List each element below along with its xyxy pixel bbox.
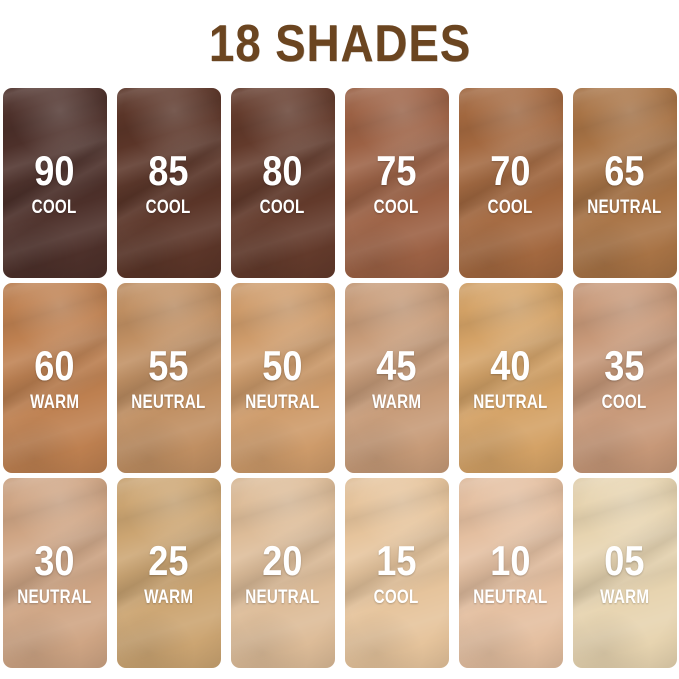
swatch-label-group: 60 WARM bbox=[24, 341, 85, 413]
shade-number: 10 bbox=[490, 536, 531, 584]
shade-number: 20 bbox=[262, 536, 303, 584]
swatch-label-group: 35 COOL bbox=[596, 341, 652, 413]
page-title: 18 SHADES bbox=[208, 15, 471, 73]
shade-undertone: COOL bbox=[260, 196, 305, 218]
shade-number: 05 bbox=[604, 536, 645, 584]
shade-undertone: WARM bbox=[29, 391, 80, 413]
swatch-color-fill bbox=[2, 283, 107, 473]
swatch-color-fill bbox=[458, 478, 563, 668]
shade-number: 80 bbox=[262, 146, 303, 194]
swatch-label-group: 40 NEUTRAL bbox=[464, 341, 557, 413]
shade-number: 65 bbox=[604, 146, 645, 194]
shade-swatch[interactable]: 30 NEUTRAL bbox=[2, 478, 107, 668]
shade-number: 85 bbox=[148, 146, 189, 194]
shade-number: 70 bbox=[490, 146, 531, 194]
shade-undertone: WARM bbox=[371, 391, 422, 413]
shade-swatch[interactable]: 35 COOL bbox=[572, 283, 677, 473]
shade-undertone: COOL bbox=[32, 196, 77, 218]
swatch-label-group: 70 COOL bbox=[482, 146, 538, 218]
swatch-color-fill bbox=[572, 478, 677, 668]
shade-swatch[interactable]: 65 NEUTRAL bbox=[572, 88, 677, 278]
shade-number: 55 bbox=[148, 341, 189, 389]
shade-swatch[interactable]: 05 WARM bbox=[572, 478, 677, 668]
shade-number: 15 bbox=[376, 536, 417, 584]
shade-swatch[interactable]: 60 WARM bbox=[2, 283, 107, 473]
shade-undertone: COOL bbox=[488, 196, 533, 218]
swatch-label-group: 50 NEUTRAL bbox=[236, 341, 329, 413]
shade-swatch[interactable]: 80 COOL bbox=[230, 88, 335, 278]
swatch-label-group: 20 NEUTRAL bbox=[236, 536, 329, 608]
swatch-label-group: 10 NEUTRAL bbox=[464, 536, 557, 608]
swatch-color-fill bbox=[572, 88, 677, 278]
swatch-color-fill bbox=[230, 88, 335, 278]
shade-number: 75 bbox=[376, 146, 417, 194]
swatch-label-group: 25 WARM bbox=[138, 536, 199, 608]
swatch-label-group: 55 NEUTRAL bbox=[122, 341, 215, 413]
shade-undertone: NEUTRAL bbox=[473, 391, 548, 413]
shade-number: 45 bbox=[376, 341, 417, 389]
swatch-color-fill bbox=[572, 283, 677, 473]
swatch-color-fill bbox=[116, 478, 221, 668]
shade-swatch[interactable]: 10 NEUTRAL bbox=[458, 478, 563, 668]
shade-number: 25 bbox=[148, 536, 189, 584]
shade-undertone: COOL bbox=[602, 391, 647, 413]
swatch-label-group: 75 COOL bbox=[368, 146, 424, 218]
shade-number: 90 bbox=[34, 146, 75, 194]
swatch-color-fill bbox=[230, 478, 335, 668]
shade-undertone: NEUTRAL bbox=[473, 586, 548, 608]
swatch-color-fill bbox=[458, 283, 563, 473]
shade-undertone: NEUTRAL bbox=[131, 391, 206, 413]
swatch-color-fill bbox=[458, 88, 563, 278]
shade-undertone: COOL bbox=[146, 196, 191, 218]
shade-number: 40 bbox=[490, 341, 531, 389]
swatch-label-group: 65 NEUTRAL bbox=[578, 146, 671, 218]
shade-swatch[interactable]: 15 COOL bbox=[344, 478, 449, 668]
page-title-area: 18 SHADES bbox=[0, 0, 679, 88]
shade-swatch[interactable]: 75 COOL bbox=[344, 88, 449, 278]
swatch-label-group: 80 COOL bbox=[254, 146, 310, 218]
shade-undertone: WARM bbox=[143, 586, 194, 608]
swatch-label-group: 45 WARM bbox=[366, 341, 427, 413]
swatch-color-fill bbox=[230, 283, 335, 473]
shade-number: 35 bbox=[604, 341, 645, 389]
swatch-label-group: 15 COOL bbox=[368, 536, 424, 608]
swatch-color-fill bbox=[2, 478, 107, 668]
swatch-color-fill bbox=[344, 283, 449, 473]
shade-swatch[interactable]: 45 WARM bbox=[344, 283, 449, 473]
shade-undertone: NEUTRAL bbox=[587, 196, 662, 218]
shade-number: 60 bbox=[34, 341, 75, 389]
swatch-color-fill bbox=[2, 88, 107, 278]
shade-number: 30 bbox=[34, 536, 75, 584]
shade-swatch[interactable]: 55 NEUTRAL bbox=[116, 283, 221, 473]
shade-swatch[interactable]: 50 NEUTRAL bbox=[230, 283, 335, 473]
shade-undertone: COOL bbox=[374, 586, 419, 608]
shade-swatch[interactable]: 20 NEUTRAL bbox=[230, 478, 335, 668]
shade-swatch[interactable]: 40 NEUTRAL bbox=[458, 283, 563, 473]
shade-swatch[interactable]: 25 WARM bbox=[116, 478, 221, 668]
swatch-label-group: 30 NEUTRAL bbox=[8, 536, 101, 608]
shade-swatch[interactable]: 90 COOL bbox=[2, 88, 107, 278]
swatch-label-group: 05 WARM bbox=[594, 536, 655, 608]
swatch-color-fill bbox=[344, 88, 449, 278]
shade-undertone: NEUTRAL bbox=[245, 391, 320, 413]
swatch-color-fill bbox=[344, 478, 449, 668]
swatch-label-group: 90 COOL bbox=[26, 146, 82, 218]
shade-swatch[interactable]: 85 COOL bbox=[116, 88, 221, 278]
shade-grid: 90 COOL 85 COOL 80 COOL 75 COOL 70 COOL 65 NEUTRAL 6… bbox=[0, 88, 679, 668]
swatch-label-group: 85 COOL bbox=[140, 146, 196, 218]
shade-undertone: WARM bbox=[599, 586, 650, 608]
shade-undertone: NEUTRAL bbox=[245, 586, 320, 608]
swatch-color-fill bbox=[116, 283, 221, 473]
shade-number: 50 bbox=[262, 341, 303, 389]
swatch-color-fill bbox=[116, 88, 221, 278]
shade-undertone: COOL bbox=[374, 196, 419, 218]
shade-swatch[interactable]: 70 COOL bbox=[458, 88, 563, 278]
shade-undertone: NEUTRAL bbox=[17, 586, 92, 608]
